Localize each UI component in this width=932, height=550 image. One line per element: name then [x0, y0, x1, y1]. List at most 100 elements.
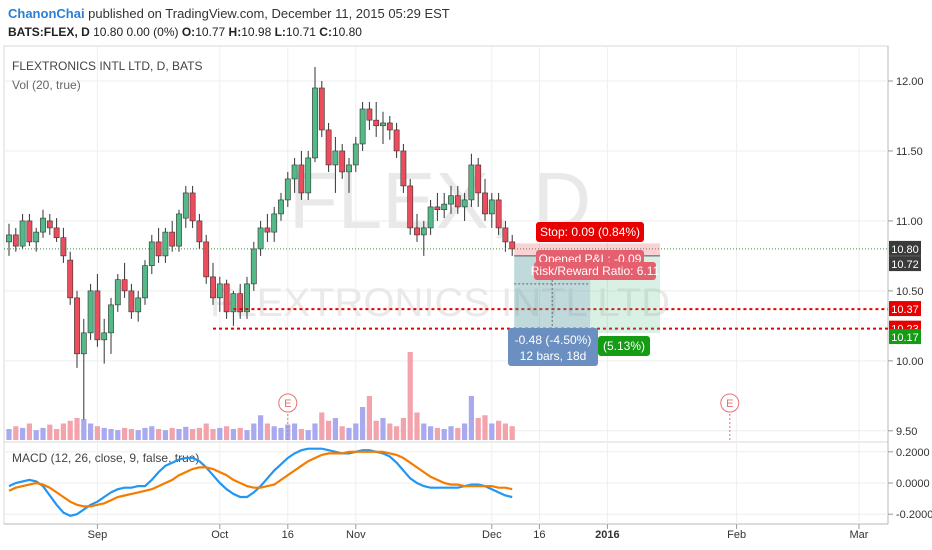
- high-value: 10.98: [241, 25, 272, 39]
- candle-body: [305, 157, 312, 194]
- candle-body: [482, 192, 488, 215]
- candle-body: [434, 206, 441, 211]
- volume-bar: [509, 426, 515, 440]
- candle-body: [454, 195, 461, 208]
- candle-body: [94, 290, 101, 341]
- candle-body: [366, 108, 373, 121]
- author-link[interactable]: ChanonChai: [8, 6, 85, 21]
- symbol-label: BATS:FLEX, D: [8, 25, 90, 39]
- volume-bar: [203, 423, 209, 440]
- volume-bar: [20, 427, 26, 440]
- candle-body: [359, 108, 366, 145]
- volume-bar: [360, 407, 366, 440]
- candle-body: [312, 87, 318, 159]
- publish-text: published on TradingView.com, December 1…: [84, 6, 450, 21]
- low-label: L:: [271, 25, 286, 39]
- candle-body: [223, 283, 230, 313]
- candle-body: [284, 178, 291, 201]
- price-tick-label: 11.50: [896, 146, 923, 158]
- candle-body: [108, 304, 114, 334]
- candle-body: [189, 192, 196, 222]
- candle-body: [414, 227, 420, 236]
- measure-duration: 12 bars, 18d: [520, 349, 587, 363]
- price-tick-label: 10.50: [896, 286, 924, 298]
- candle-body: [148, 241, 155, 266]
- candle-body: [264, 227, 271, 233]
- candle-body: [332, 150, 339, 166]
- volume-bar: [441, 429, 447, 440]
- volume-bar: [496, 420, 502, 440]
- time-tick-label: 2016: [595, 529, 619, 541]
- volume-bar: [94, 426, 100, 440]
- volume-bar: [373, 420, 379, 440]
- candle-body: [386, 122, 393, 131]
- price-tick-label: 9.50: [896, 426, 917, 438]
- macd-pane-title: MACD (12, 26, close, 9, false, true): [12, 451, 199, 465]
- close-label: C:: [315, 25, 332, 39]
- macd-tick-label: 0.0000: [896, 478, 930, 490]
- volume-bar: [190, 429, 196, 440]
- candle-body: [74, 297, 80, 355]
- volume-bar: [271, 426, 277, 440]
- candle-body: [101, 332, 108, 341]
- candle-body: [393, 129, 400, 152]
- volume-bar: [475, 418, 481, 440]
- candle-body: [67, 259, 74, 299]
- candle-body: [244, 283, 250, 313]
- candle-body: [257, 227, 264, 250]
- volume-bar: [60, 423, 66, 440]
- volume-bar: [366, 396, 372, 440]
- volume-bar: [108, 429, 114, 440]
- candle-body: [495, 199, 502, 229]
- measure-box: [508, 328, 598, 366]
- price-tag: 10.37: [891, 304, 919, 316]
- volume-bar: [421, 423, 427, 440]
- open-label: O:: [181, 25, 196, 39]
- candle-body: [87, 290, 94, 334]
- macd-tick-label: 0.2000: [896, 447, 930, 459]
- candle-body: [169, 231, 176, 247]
- volume-bar: [353, 423, 359, 440]
- earnings-letter: E: [284, 398, 291, 410]
- time-tick-label: 16: [533, 529, 545, 541]
- volume-bar: [462, 423, 468, 440]
- candle-body: [128, 290, 135, 313]
- open-value: 10.77: [195, 25, 226, 39]
- volume-bar: [196, 427, 202, 440]
- price-tick-label: 11.00: [896, 216, 923, 228]
- candle-body: [475, 164, 482, 194]
- signal-line: [8, 450, 513, 508]
- volume-bar: [54, 429, 60, 440]
- candle-body: [210, 276, 216, 299]
- publish-info: ChanonChai published on TradingView.com,…: [8, 6, 450, 21]
- volume-bar: [33, 430, 39, 440]
- volume-bar: [455, 427, 461, 440]
- candle-body: [142, 265, 148, 299]
- candle-body: [19, 220, 26, 247]
- time-tick-label: Nov: [346, 529, 366, 541]
- candle-body: [162, 231, 169, 257]
- volume-bar: [122, 427, 128, 440]
- volume-bar: [162, 430, 168, 440]
- price-tick-label: 12.00: [896, 76, 924, 88]
- candle-body: [407, 185, 414, 229]
- volume-bar: [224, 426, 230, 440]
- volume-bar: [74, 418, 80, 440]
- time-axis[interactable]: Sep Oct 16 Nov Dec 16 2016 Feb Mar: [88, 524, 869, 541]
- volume-pane-title: Vol (20, true): [12, 78, 81, 92]
- volume-bar: [217, 427, 223, 440]
- grid-lines: [4, 46, 888, 524]
- price-axis[interactable]: 12.00 11.50 11.00 10.50 10.00 9.50 0.2000 0.000…: [888, 76, 932, 521]
- volume-bar: [434, 427, 440, 440]
- ratio-label-box: [534, 262, 656, 280]
- volume-bar: [169, 427, 175, 440]
- candle-body: [135, 297, 142, 313]
- candle-body: [196, 220, 203, 243]
- candle-body: [339, 150, 346, 173]
- candle-body: [325, 129, 332, 166]
- volume-bar: [88, 423, 94, 440]
- long-position-tool[interactable]: Stop: 0.09 (0.84%)Opened P&L: -0.09Risk/…: [508, 222, 660, 366]
- volume-bar: [407, 352, 413, 440]
